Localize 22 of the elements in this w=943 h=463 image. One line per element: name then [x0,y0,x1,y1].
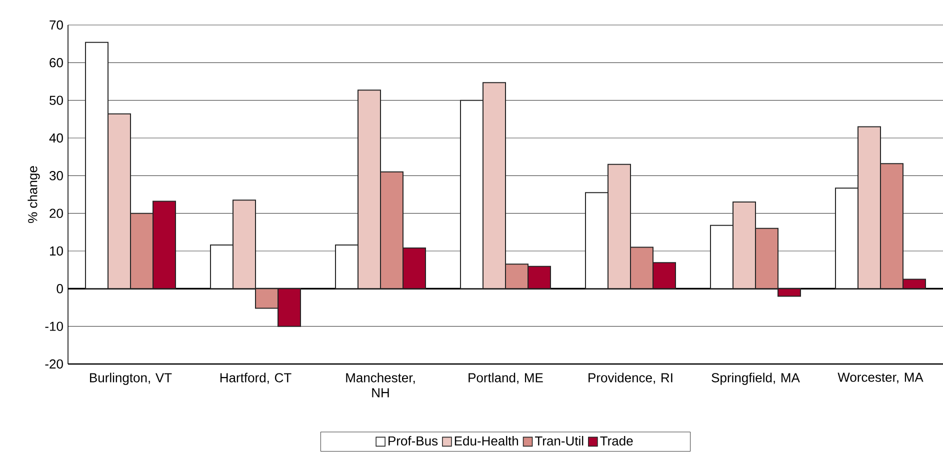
y-tick-label: -10 [45,322,63,331]
y-tick-label: 0 [56,284,63,294]
x-tick-label: Providence, RI [588,372,672,384]
legend-label: Trade [600,436,633,446]
y-axis-title: % change [28,166,40,223]
y-tick-label: 70 [50,20,63,30]
x-tick-label: Springfield, MA [712,372,800,385]
y-tick-label: -20 [45,359,63,369]
y-tick-label: 50 [50,96,63,105]
y-tick-label: 20 [50,208,63,218]
legend-label: Edu-Health [454,436,518,446]
y-tick-label: 10 [50,246,63,256]
y-tick-label: 60 [50,58,63,68]
x-tick-label: Portland, ME [468,372,543,384]
x-tick-label: Worcester, MA [838,372,924,384]
x-tick-label: Burlington, VT [90,372,172,385]
legend-label: Tran-Util [534,436,584,446]
legend-label: Prof-Bus [388,436,438,446]
x-tick-label: Manchester, NH [346,372,415,398]
y-tick-label: 30 [50,171,63,180]
x-tick-label: Hartford, CT [220,372,292,384]
y-tick-label: 40 [49,133,63,143]
